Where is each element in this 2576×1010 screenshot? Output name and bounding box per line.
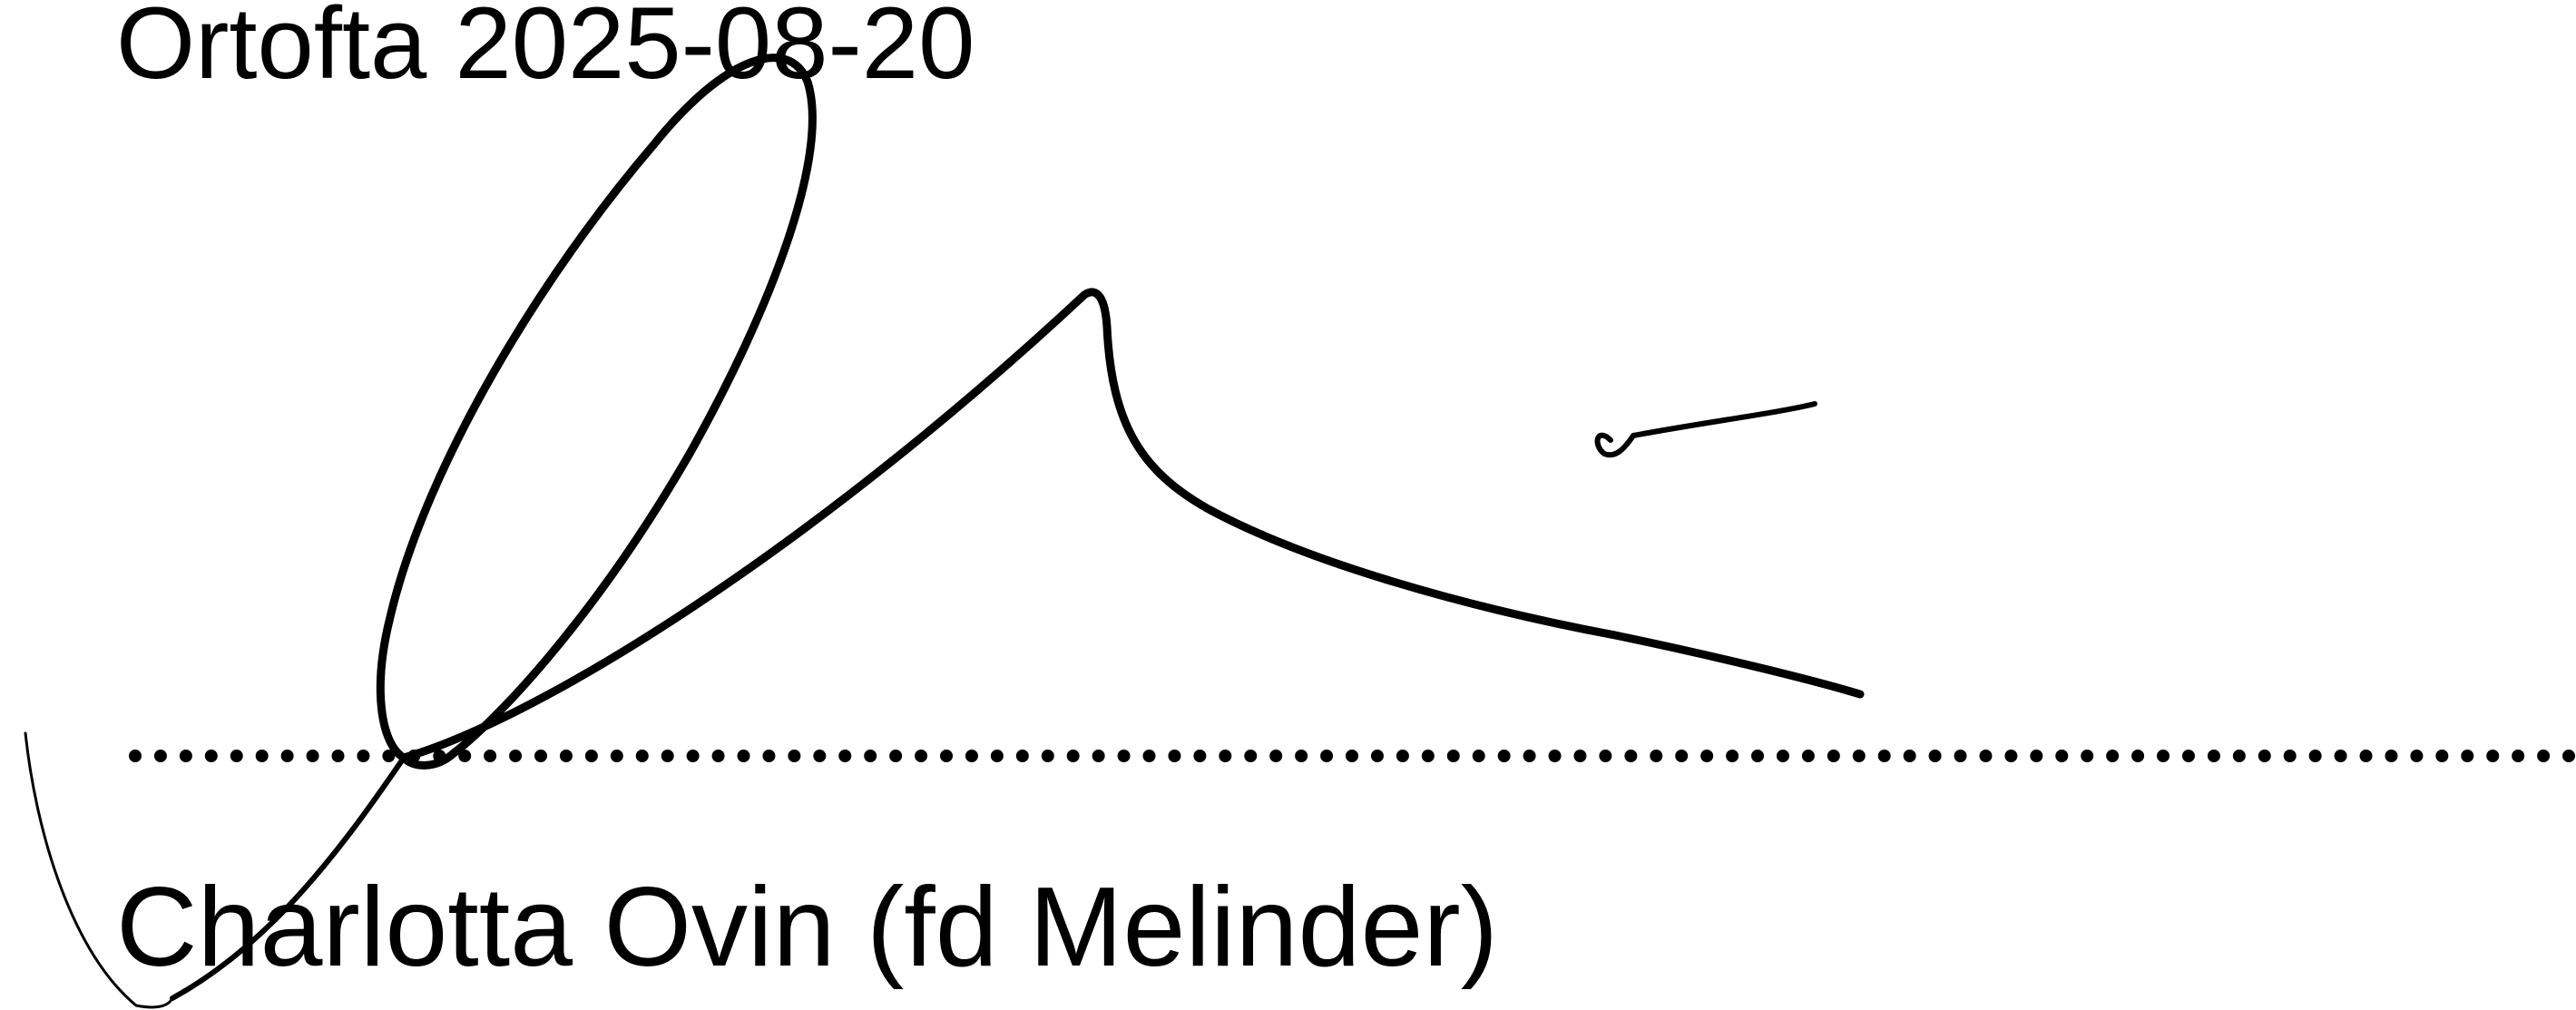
signer-name: Charlotta Ovin (fd Melinder)	[116, 865, 1498, 990]
dotted-signature-line	[129, 750, 2576, 762]
signature-hook-stroke	[1594, 401, 1817, 458]
place-and-date: Ortofta 2025-08-20	[116, 0, 975, 100]
signature-loop-stroke	[376, 54, 817, 770]
signature-peak-stroke	[399, 288, 1865, 762]
